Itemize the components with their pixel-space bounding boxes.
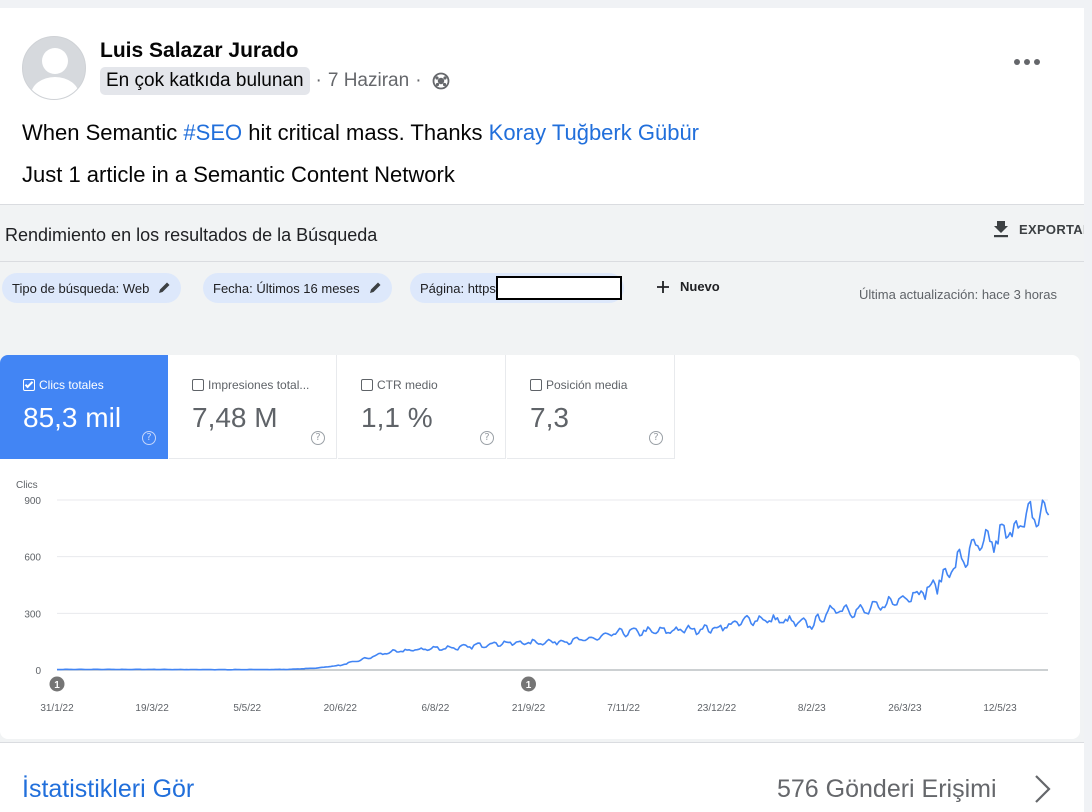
x-tick-label: 12/5/23 <box>983 703 1017 714</box>
text-segment: hit critical mass. Thanks <box>242 120 489 145</box>
meta-separator: · <box>415 70 422 91</box>
export-label: EXPORTAR <box>1019 221 1084 237</box>
metric-label: CTR medio <box>361 378 438 392</box>
facebook-post: Luis Salazar Jurado En çok katkıda bulun… <box>0 8 1084 812</box>
x-tick-label: 31/1/22 <box>40 703 74 714</box>
x-tick-label: 26/3/23 <box>888 703 922 714</box>
filter-chip-search-type: Tipo de búsqueda: Web <box>2 273 182 303</box>
x-tick-label: 23/12/22 <box>697 703 736 714</box>
filter-chip-label: Página: https <box>420 280 496 296</box>
help-icon: ? <box>311 431 325 445</box>
avatar[interactable] <box>22 36 86 100</box>
metric-label-text: Posición media <box>546 378 628 392</box>
redaction-box <box>495 276 622 300</box>
help-icon: ? <box>649 431 663 445</box>
post-date[interactable]: 7 Haziran <box>327 70 410 91</box>
help-icon: ? <box>142 431 156 445</box>
filter-chip-page: Página: https <box>410 273 624 303</box>
metric-card-position: Posición media 7,3 ? <box>507 355 675 459</box>
metric-label-text: Impresiones total... <box>208 378 310 392</box>
annotation-label: 1 <box>526 680 532 691</box>
view-insights-link[interactable]: İstatistikleri Gör <box>22 775 195 803</box>
metric-label: Clics totales <box>23 378 104 392</box>
y-axis-label: Clics <box>16 480 38 491</box>
mention-link[interactable]: Koray Tuğberk Gübür <box>488 120 700 145</box>
last-update-text: Última actualización: hace 3 horas <box>859 287 1057 302</box>
checkbox-icon <box>530 379 542 391</box>
annotation-marker <box>49 676 65 692</box>
post-text-line2: Just 1 article in a Semantic Content Net… <box>22 162 455 187</box>
metric-label-text: CTR medio <box>377 378 438 392</box>
metric-value: 1,1 % <box>361 402 433 433</box>
hashtag-link[interactable]: #SEO <box>183 120 243 145</box>
plus-icon <box>657 280 669 293</box>
filter-chip-label: Tipo de búsqueda: Web <box>12 280 150 296</box>
gsc-title: Rendimiento en los resultados de la Búsq… <box>5 225 378 245</box>
checkbox-icon <box>192 379 204 391</box>
metric-value: 85,3 mil <box>23 402 122 433</box>
pencil-icon <box>369 282 381 293</box>
clicks-series-line <box>56 499 1050 671</box>
more-options-button[interactable] <box>1014 52 1044 72</box>
text-segment: When Semantic <box>22 120 184 145</box>
export-button: EXPORTAR <box>993 220 1084 238</box>
metric-card-ctr: CTR medio 1,1 % ? <box>338 355 506 459</box>
more-dot <box>1024 59 1030 65</box>
post-meta: En çok katkıda bulunan · 7 Haziran · <box>100 67 450 95</box>
y-tick-label: 900 <box>24 496 41 507</box>
y-tick-label: 600 <box>24 553 41 564</box>
filter-chip-date: Fecha: Últimos 16 meses <box>203 273 392 303</box>
metric-label-text: Clics totales <box>39 378 104 392</box>
post-footer: İstatistikleri Gör 576 Gönderi Erişimi <box>0 742 1084 812</box>
author-name[interactable]: Luis Salazar Jurado <box>100 39 299 62</box>
metric-label: Posición media <box>530 378 627 392</box>
x-tick-label: 21/9/22 <box>512 703 546 714</box>
more-dot <box>1034 59 1040 65</box>
checkbox-checked-icon <box>23 379 35 391</box>
avatar-head-shape <box>42 48 68 74</box>
help-icon: ? <box>480 431 494 445</box>
y-tick-label: 0 <box>35 666 41 677</box>
x-tick-label: 7/11/22 <box>607 703 640 714</box>
contributor-badge[interactable]: En çok katkıda bulunan <box>100 67 310 95</box>
clicks-line-chart: Clics 900 600 300 0 31/1/22 19/3/22 5/5/22 20/6/… <box>16 480 1050 714</box>
metric-value: 7,48 M <box>192 402 278 433</box>
post-reach[interactable]: 576 Gönderi Erişimi <box>777 775 997 803</box>
globe-icon[interactable] <box>432 72 450 90</box>
metric-value: 7,3 <box>530 402 569 433</box>
new-filter-button: Nuevo <box>656 279 720 294</box>
performance-panel: Clics totales 85,3 mil ? Impresiones tot… <box>0 355 1080 739</box>
new-filter-label: Nuevo <box>680 279 720 294</box>
annotation-label: 1 <box>54 680 60 691</box>
x-tick-label: 6/8/22 <box>422 703 450 714</box>
x-tick-label: 8/2/23 <box>798 703 826 714</box>
metric-label: Impresiones total... <box>192 378 309 392</box>
avatar-body-shape <box>31 77 79 99</box>
search-console-screenshot[interactable]: Rendimiento en los resultados de la Búsq… <box>0 204 1084 742</box>
x-tick-label: 19/3/22 <box>135 703 169 714</box>
checkbox-icon <box>361 379 373 391</box>
metric-card-impressions: Impresiones total... 7,48 M ? <box>169 355 337 459</box>
metric-card-clicks: Clics totales 85,3 mil ? <box>0 355 168 459</box>
meta-separator: · <box>315 70 322 91</box>
chevron-right-icon[interactable] <box>1032 773 1054 805</box>
x-tick-label: 20/6/22 <box>324 703 358 714</box>
more-dot <box>1014 59 1020 65</box>
filter-chip-label: Fecha: Últimos 16 meses <box>213 280 360 296</box>
divider <box>0 261 1084 262</box>
download-icon <box>994 221 1008 238</box>
post-text-line1: When Semantic #SEO hit critical mass. Th… <box>22 120 699 146</box>
y-tick-label: 300 <box>24 609 41 620</box>
pencil-icon <box>159 282 170 293</box>
annotation-marker <box>521 676 536 692</box>
x-tick-label: 5/5/22 <box>233 703 261 714</box>
